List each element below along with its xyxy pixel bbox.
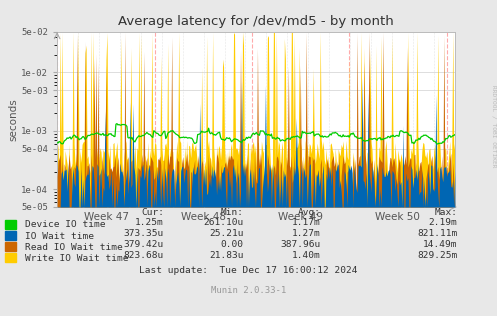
Text: RRDTOOL / TOBI OETIKER: RRDTOOL / TOBI OETIKER [491,85,496,168]
Y-axis label: seconds: seconds [8,98,18,141]
Text: 821.11m: 821.11m [417,229,457,238]
Text: Write IO Wait time: Write IO Wait time [25,254,128,263]
Text: 21.83u: 21.83u [209,251,244,260]
Text: Munin 2.0.33-1: Munin 2.0.33-1 [211,286,286,295]
Text: Avg:: Avg: [298,208,321,217]
Text: 1.17m: 1.17m [292,218,321,227]
Text: 1.40m: 1.40m [292,251,321,260]
Text: 373.35u: 373.35u [124,229,164,238]
Text: Device IO time: Device IO time [25,221,105,229]
Text: 379.42u: 379.42u [124,240,164,249]
Text: 1.27m: 1.27m [292,229,321,238]
Text: 829.25m: 829.25m [417,251,457,260]
Text: Read IO Wait time: Read IO Wait time [25,243,123,252]
Text: 2.19m: 2.19m [428,218,457,227]
Text: Cur:: Cur: [141,208,164,217]
Text: 14.49m: 14.49m [423,240,457,249]
Text: Min:: Min: [221,208,244,217]
Text: 25.21u: 25.21u [209,229,244,238]
Text: IO Wait time: IO Wait time [25,232,94,240]
Text: Last update:  Tue Dec 17 16:00:12 2024: Last update: Tue Dec 17 16:00:12 2024 [139,266,358,275]
Text: 387.96u: 387.96u [280,240,321,249]
Text: 823.68u: 823.68u [124,251,164,260]
Text: 261.10u: 261.10u [203,218,244,227]
Text: 0.00: 0.00 [221,240,244,249]
Text: 1.25m: 1.25m [135,218,164,227]
Text: Max:: Max: [434,208,457,217]
Title: Average latency for /dev/md5 - by month: Average latency for /dev/md5 - by month [118,15,394,28]
